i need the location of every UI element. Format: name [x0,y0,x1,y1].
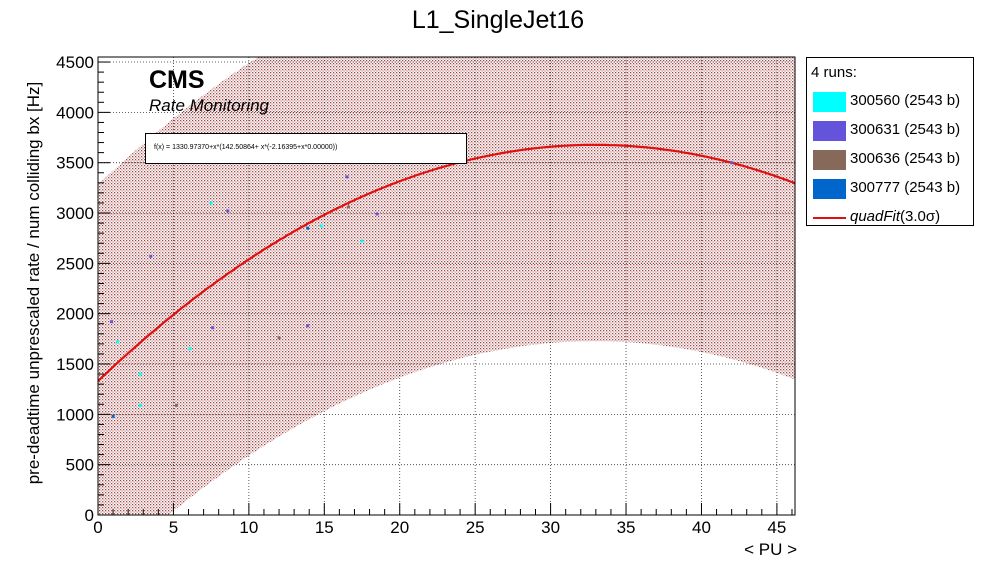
data-point [116,340,120,344]
legend-entry: 300777 (2543 b) [807,174,973,203]
legend-swatch [813,150,846,170]
data-point [730,161,734,165]
x-tick-label: 20 [390,518,409,537]
legend-header: 4 runs: [811,64,857,81]
data-point [138,403,142,407]
legend-label: 300777 (2543 b) [850,179,961,196]
legend-entry: 300560 (2543 b) [807,87,973,116]
data-point [306,324,310,328]
x-tick-label: 0 [93,518,102,537]
fit-curve [98,143,795,382]
fit-formula-text: f(x) = 1330.97370+x*(142.50864+ x*(-2.16… [154,144,338,151]
data-point [149,254,153,258]
data-point [138,372,142,376]
y-axis-label: pre-deadtime unprescaled rate / num coll… [24,81,43,485]
y-tick-label: 2000 [56,305,94,324]
legend-entry: 300636 (2543 b) [807,145,973,174]
data-point [209,201,213,205]
legend-label: 300631 (2543 b) [850,121,961,138]
data-point [319,224,323,228]
chart-title: L1_SingleJet16 [411,6,585,34]
legend-entry: 300631 (2543 b) [807,116,973,145]
fit-band [98,57,795,515]
x-tick-label: 5 [169,518,178,537]
legend-swatch [813,92,846,112]
data-point [360,239,364,243]
x-tick-label: 15 [315,518,334,537]
legend-label: 300636 (2543 b) [850,150,961,167]
data-point [346,205,350,209]
legend-fit-label: quadFit(3.0σ) [850,208,940,225]
rate-monitoring-label: Rate Monitoring [149,96,270,115]
y-tick-label: 500 [66,456,94,475]
legend-entry-fit: quadFit(3.0σ) [807,203,973,232]
x-axis-label: < PU > [744,540,797,559]
y-tick-label: 1500 [56,355,94,374]
x-tick-label: 25 [466,518,485,537]
y-tick-label: 3000 [56,204,94,223]
legend-label: 300560 (2543 b) [850,92,961,109]
fit-formula-box: f(x) = 1330.97370+x*(142.50864+ x*(-2.16… [145,133,467,164]
data-point [375,212,379,216]
fit-sigma: (3.0σ) [900,208,941,225]
y-tick-label: 3500 [56,154,94,173]
legend-fit-line [813,217,846,219]
legend: 4 runs: 300560 (2543 b) 300631 (2543 b) … [806,57,974,226]
data-point [188,347,192,351]
y-tick-label: 4500 [56,53,94,72]
legend-swatch [813,179,846,199]
data-point [110,320,114,324]
x-tick-label: 10 [239,518,258,537]
x-tick-label: 35 [617,518,636,537]
cms-label: CMS [149,66,205,94]
legend-swatch [813,121,846,141]
y-tick-label: 2500 [56,254,94,273]
y-tick-label: 1000 [56,405,94,424]
plot-frame [97,56,796,516]
data-point [211,326,215,330]
y-tick-label: 4000 [56,103,94,122]
x-tick-label: 45 [767,518,786,537]
data-point [306,226,310,230]
x-tick-label: 40 [692,518,711,537]
data-point [226,209,230,213]
data-point [277,336,281,340]
y-tick-label: 0 [85,506,94,525]
x-tick-label: 30 [541,518,560,537]
data-point [345,175,349,179]
data-point [111,414,115,418]
data-point [174,403,178,407]
fit-name: quadFit [850,208,901,225]
